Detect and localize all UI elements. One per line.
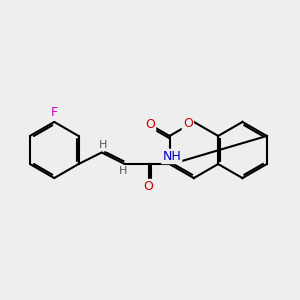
Text: NH: NH (162, 150, 181, 163)
Text: O: O (145, 118, 155, 131)
Text: F: F (51, 106, 58, 119)
Text: H: H (99, 140, 107, 150)
Text: H: H (119, 166, 127, 176)
Text: O: O (183, 117, 193, 130)
Text: O: O (144, 180, 154, 193)
